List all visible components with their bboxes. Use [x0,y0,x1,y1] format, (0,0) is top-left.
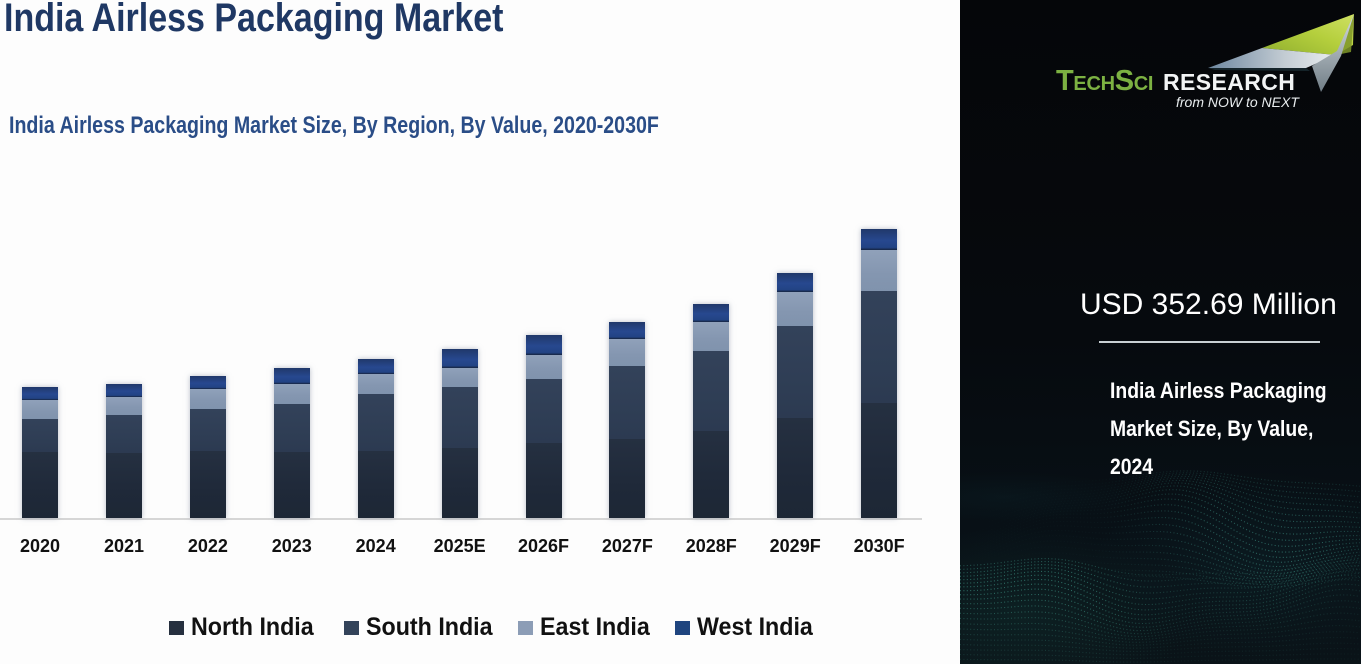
svg-text:RESEARCH: RESEARCH [1163,69,1295,95]
svg-text:TechSci: TechSci [1056,65,1153,97]
svg-text:from NOW to NEXT: from NOW to NEXT [1176,94,1300,110]
